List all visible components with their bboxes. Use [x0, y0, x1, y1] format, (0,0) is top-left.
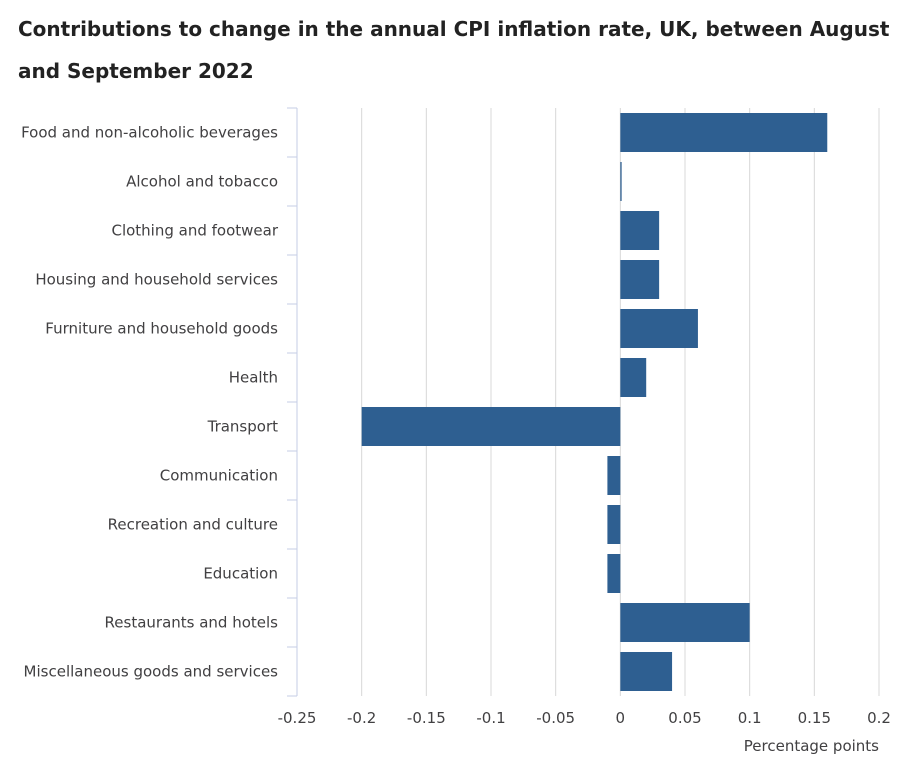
- category-label: Health: [229, 369, 278, 387]
- category-label: Furniture and household goods: [45, 320, 278, 338]
- x-tick-label: 0.15: [798, 709, 831, 727]
- x-tick-label: -0.25: [278, 709, 317, 727]
- category-label: Communication: [160, 467, 278, 485]
- bar: [620, 652, 673, 691]
- category-label: Clothing and footwear: [111, 222, 278, 240]
- bar: [620, 309, 698, 348]
- x-tick-label: -0.2: [347, 709, 376, 727]
- category-label: Education: [203, 565, 278, 583]
- category-labels: Food and non-alcoholic beverages Alcohol …: [21, 124, 279, 681]
- x-tick-label: -0.05: [536, 709, 575, 727]
- bar: [361, 407, 621, 446]
- bar: [620, 113, 828, 152]
- category-label: Miscellaneous goods and services: [24, 663, 279, 681]
- bars: [361, 113, 828, 691]
- bar: [620, 211, 660, 250]
- category-label: Alcohol and tobacco: [126, 173, 278, 191]
- bar: [607, 456, 621, 495]
- bar: [620, 358, 647, 397]
- x-tick-label: 0.2: [867, 709, 891, 727]
- x-tick-label: 0: [616, 709, 626, 727]
- gridlines: [361, 108, 880, 696]
- bar: [607, 554, 621, 593]
- x-tick-label: 0.1: [738, 709, 762, 727]
- bar: [620, 603, 750, 642]
- category-label: Housing and household services: [35, 271, 278, 289]
- chart-title: Contributions to change in the annual CP…: [18, 17, 890, 83]
- category-label: Recreation and culture: [108, 516, 278, 534]
- x-tick-label: -0.1: [476, 709, 505, 727]
- bar: [620, 162, 622, 201]
- bar: [607, 505, 621, 544]
- x-tick-label: -0.15: [407, 709, 446, 727]
- category-axis: [287, 107, 298, 697]
- x-tick-labels: -0.25 -0.2 -0.15 -0.1 -0.05 0 0.05 0.1 0.15 0.2: [278, 709, 891, 727]
- bar: [620, 260, 660, 299]
- category-label: Transport: [207, 418, 279, 436]
- category-label: Restaurants and hotels: [105, 614, 279, 632]
- x-axis-title: Percentage points: [744, 737, 879, 755]
- x-tick-label: 0.05: [668, 709, 701, 727]
- category-label: Food and non-alcoholic beverages: [21, 124, 278, 142]
